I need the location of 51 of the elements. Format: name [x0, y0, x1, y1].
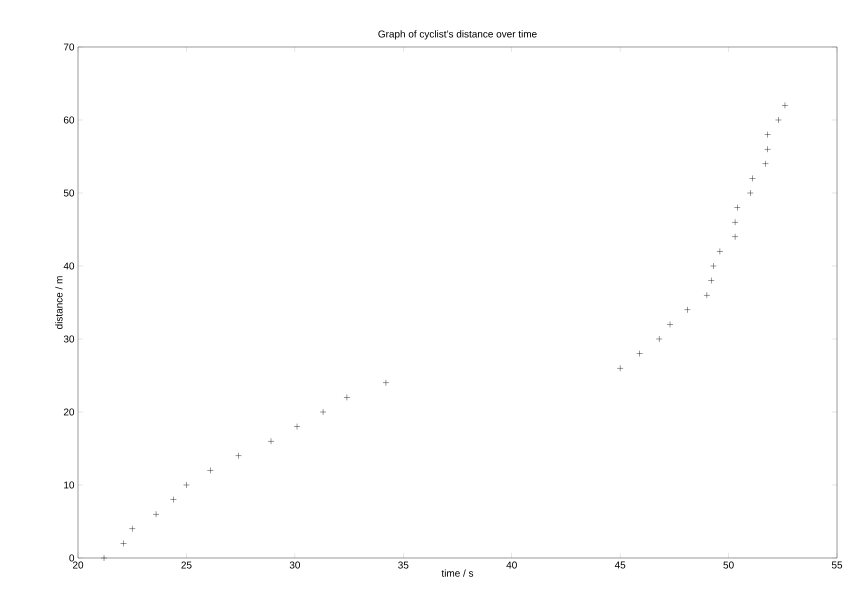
x-tick-label: 50 [723, 562, 734, 569]
y-tick-label: 20 [64, 408, 74, 416]
point [100, 554, 108, 562]
x-tick-label: 30 [290, 562, 300, 569]
point [616, 365, 624, 372]
chart-title: Graph of cyclist’s distance over time [378, 30, 537, 40]
point [716, 248, 724, 255]
point [656, 336, 662, 342]
point [684, 306, 691, 313]
y-tick-label: 60 [64, 116, 74, 124]
point [732, 219, 738, 226]
y-tick-label: 40 [64, 262, 74, 270]
y-tick-label: 50 [64, 189, 74, 197]
point [704, 292, 710, 298]
point [749, 175, 756, 182]
point [320, 408, 326, 416]
x-axis-title: time / s [442, 569, 474, 577]
point [762, 160, 769, 167]
y-tick-label: 0 [69, 554, 74, 562]
point [666, 321, 674, 328]
point [775, 116, 782, 124]
point [764, 146, 771, 152]
point [636, 350, 643, 357]
point [294, 423, 300, 430]
x-tick-label: 45 [614, 562, 626, 568]
x-tick-label: 20 [72, 562, 84, 569]
x-tick-label: 35 [398, 562, 408, 569]
point [129, 526, 136, 532]
point [183, 482, 190, 488]
point [152, 511, 160, 518]
x-tick-label: 25 [181, 562, 192, 569]
point [120, 540, 127, 547]
point [708, 277, 714, 284]
x-tick-label: 55 [832, 562, 842, 568]
x-tick-label: 40 [506, 562, 517, 569]
y-tick-label: 30 [64, 335, 74, 343]
y-tick-label: 10 [64, 481, 74, 489]
point [268, 438, 274, 444]
point [344, 394, 350, 401]
point [732, 234, 738, 240]
y-tick-label: 70 [64, 43, 74, 51]
point [235, 452, 242, 459]
y-axis-title: distance / m [55, 276, 63, 329]
point [382, 380, 390, 386]
point [710, 262, 717, 270]
point [170, 496, 177, 503]
point [764, 131, 771, 138]
point [782, 102, 788, 109]
point [207, 467, 214, 474]
point [747, 190, 754, 196]
point [734, 204, 740, 211]
